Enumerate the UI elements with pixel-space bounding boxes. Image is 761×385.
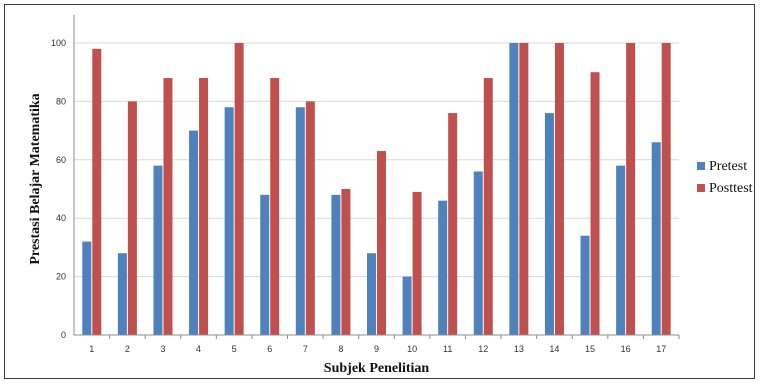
x-tick-label: 15 [585, 344, 595, 354]
x-tick-label: 3 [160, 344, 165, 354]
x-tick-label: 11 [443, 344, 452, 354]
x-tick-label: 4 [196, 344, 201, 354]
x-tick-label: 1 [89, 344, 94, 354]
bar-pretest-16 [616, 165, 626, 335]
bar-pretest-3 [153, 165, 163, 335]
bar-posttest-15 [590, 72, 600, 335]
bar-posttest-5 [234, 43, 244, 335]
y-tick-label: 60 [56, 155, 66, 165]
bar-pretest-5 [224, 107, 234, 336]
bar-pretest-1 [82, 241, 92, 335]
bar-posttest-10 [412, 191, 422, 335]
legend-label-posttest: Posttest [709, 181, 753, 196]
bar-posttest-9 [377, 151, 386, 335]
bar-pretest-6 [260, 194, 270, 335]
x-tick-label: 7 [303, 344, 308, 354]
gridlines [74, 42, 679, 278]
y-axis-label: Prestasi Belajar Matematika [28, 93, 43, 264]
x-tick-label: 8 [338, 344, 343, 354]
bar-pretest-13 [509, 43, 519, 335]
y-tick-label: 100 [51, 38, 66, 48]
legend-label-pretest: Pretest [709, 159, 747, 174]
bar-posttest-8 [341, 189, 351, 335]
x-tick-label: 13 [514, 344, 524, 354]
x-tick-label: 12 [478, 344, 488, 354]
bar-pretest-8 [331, 194, 341, 335]
bar-pretest-14 [544, 113, 554, 335]
legend-swatch-pretest [697, 162, 705, 170]
bar-pretest-10 [402, 276, 412, 335]
bars [82, 43, 671, 336]
bar-posttest-4 [199, 78, 209, 335]
bar-pretest-12 [473, 171, 483, 335]
bar-pretest-11 [438, 200, 448, 335]
bar-pretest-7 [295, 107, 305, 336]
bar-posttest-14 [554, 43, 564, 335]
bar-pretest-9 [367, 253, 376, 335]
bar-posttest-7 [305, 101, 315, 336]
bar-posttest-1 [92, 48, 102, 336]
bar-pretest-4 [189, 130, 199, 335]
bar-posttest-13 [519, 43, 529, 335]
bar-pretest-2 [117, 253, 127, 335]
bar-pretest-17 [651, 142, 661, 335]
x-tick-label: 16 [621, 344, 631, 354]
y-tick-label: 80 [56, 96, 66, 106]
bar-posttest-3 [163, 78, 173, 335]
legend-swatch-posttest [697, 184, 705, 192]
x-tick-label: 10 [407, 344, 417, 354]
bar-posttest-2 [127, 101, 137, 336]
x-tick-label: 17 [656, 344, 666, 354]
y-tick-label: 40 [56, 213, 66, 223]
y-tick-labels: 0 20 40 60 80 100 [51, 38, 66, 340]
x-tick-labels: 1 2 3 4 5 6 7 8 9 10 11 12 13 14 15 16 17 [89, 335, 680, 354]
bar-posttest-6 [270, 78, 280, 335]
x-tick-label: 2 [125, 344, 130, 354]
x-tick-label: 9 [374, 344, 379, 354]
legend: Pretest Posttest [697, 159, 753, 196]
x-tick-label: 14 [549, 344, 559, 354]
bar-posttest-16 [626, 43, 636, 335]
bar-posttest-17 [661, 43, 671, 335]
x-tick-label: 6 [267, 344, 272, 354]
x-tick-label: 5 [232, 344, 237, 354]
bar-posttest-11 [448, 113, 458, 335]
y-tick-label: 0 [61, 330, 66, 340]
y-tick-label: 20 [56, 272, 66, 282]
x-axis-label: Subjek Penelitian [324, 361, 430, 376]
bar-pretest-15 [580, 235, 590, 335]
bar-posttest-12 [483, 78, 493, 335]
